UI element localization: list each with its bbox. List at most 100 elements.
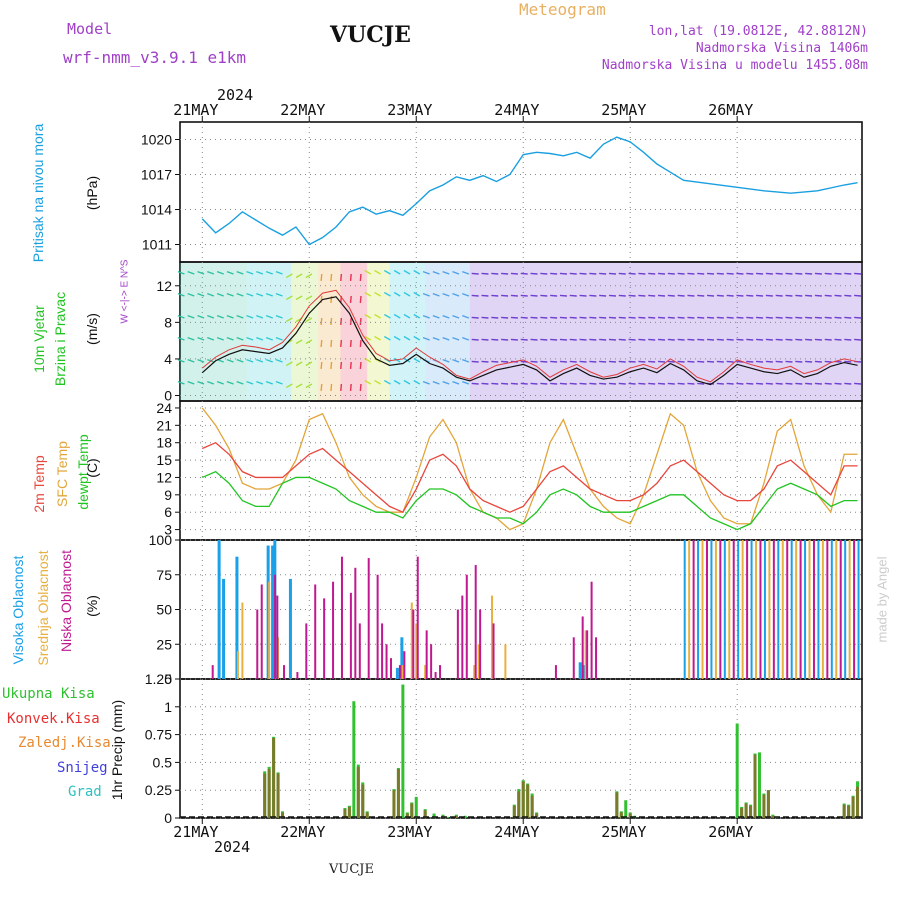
wind-arrow xyxy=(349,295,352,304)
wind-arrow xyxy=(756,316,764,319)
cloud-bar-low xyxy=(439,665,442,679)
wind-arrow xyxy=(359,383,362,392)
wind-arrow xyxy=(716,294,724,297)
wind-arrow xyxy=(374,335,381,341)
cloud-bar-low xyxy=(425,630,428,679)
wind-arrow xyxy=(320,317,323,326)
wind-arrow xyxy=(349,361,352,370)
wind-arrow xyxy=(207,270,215,275)
y-tick-label: 3 xyxy=(164,522,172,538)
wind-arrow xyxy=(305,273,313,279)
wind-arrow xyxy=(677,360,685,363)
y-tick-label: 75 xyxy=(156,567,172,583)
t2m-line xyxy=(202,441,858,514)
cloud-bar-mid xyxy=(241,602,244,679)
cloud-bar-overcast xyxy=(790,540,793,679)
day-label-23MAY: 23MAY xyxy=(387,823,433,841)
precip-legend-item: Konvek.Kisa xyxy=(7,710,100,727)
wind-arrow xyxy=(320,273,323,282)
wind-arrow xyxy=(599,294,607,297)
wind-arrow xyxy=(491,382,499,385)
wind-arrow xyxy=(216,270,224,275)
wind-arrow xyxy=(330,317,333,326)
wind-arrow xyxy=(854,272,862,275)
wind-arrow xyxy=(216,380,224,385)
wind-arrow xyxy=(275,358,283,363)
wind-arrow xyxy=(726,360,734,363)
wind-arrow xyxy=(569,316,577,319)
wind-arrow xyxy=(618,316,626,319)
wind-arrow xyxy=(442,336,450,341)
cloud-bar-low xyxy=(260,584,263,679)
wind-arrow xyxy=(442,314,450,319)
wind-arrow xyxy=(667,338,675,341)
wind-arrow xyxy=(256,336,264,341)
wind-arrow xyxy=(349,383,352,392)
wind-arrow xyxy=(677,382,685,385)
wind-arrow xyxy=(805,338,813,341)
cloud-bar-overcast xyxy=(772,540,775,679)
wind-arrow xyxy=(814,382,822,385)
wind-arrow xyxy=(746,272,754,275)
wind-arrow xyxy=(226,336,234,341)
meteogram-title: Meteogram xyxy=(519,0,606,19)
wind-arrow xyxy=(628,360,636,363)
wind-arrow xyxy=(756,360,764,363)
wind-arrow xyxy=(795,272,803,275)
wind-arrow xyxy=(638,338,646,341)
wind-arrow xyxy=(756,338,764,341)
wind-arrow xyxy=(628,294,636,297)
wind-arrow xyxy=(569,294,577,297)
wind-arrow xyxy=(236,292,244,297)
wind-arrow xyxy=(844,294,852,297)
wind-field-band xyxy=(246,263,292,400)
wind-arrow xyxy=(413,291,421,297)
wind-arrow xyxy=(638,360,646,363)
wind-arrow xyxy=(765,382,773,385)
wind-arrow xyxy=(501,382,509,385)
wind-arrow xyxy=(246,270,254,275)
wind-arrow xyxy=(442,358,450,363)
wind-arrow xyxy=(775,272,783,275)
cloud-bar-overcast xyxy=(781,540,784,679)
wind-arrow xyxy=(452,336,460,341)
wind-arrow xyxy=(805,360,813,363)
wind-arrow xyxy=(177,292,185,297)
y-tick-label: 0 xyxy=(164,810,172,826)
wind-arrow xyxy=(256,314,264,319)
wind-arrow xyxy=(638,316,646,319)
wind-arrow xyxy=(608,338,617,341)
wind-arrow xyxy=(746,294,754,297)
wind-arrow xyxy=(349,339,352,348)
wind-arrow xyxy=(393,269,401,275)
wind-arrow xyxy=(559,338,567,341)
wind-arrow xyxy=(608,272,617,275)
cloud-bar-overcast xyxy=(830,540,833,679)
y-tick-label: 1 xyxy=(164,699,172,715)
wind-arrow xyxy=(736,294,744,297)
y-tick-label: 18 xyxy=(156,435,172,451)
wind-arrow xyxy=(687,382,695,385)
wind-arrow xyxy=(305,317,313,323)
cloud-bar-low xyxy=(465,574,468,679)
precip-conv-bar xyxy=(530,795,534,818)
wind-arrow xyxy=(383,269,391,275)
wind-arrow xyxy=(462,380,470,385)
cloud-bar-low xyxy=(376,574,379,679)
wind-arrow xyxy=(481,316,489,319)
y-tick-label: 50 xyxy=(156,602,172,618)
wind-arrow xyxy=(706,338,715,341)
wind-arrow xyxy=(648,382,656,385)
wind-arrow xyxy=(599,272,607,275)
wind-arrow xyxy=(197,270,205,275)
cloud-bar-overcast xyxy=(723,540,726,679)
wind-arrow xyxy=(677,316,685,319)
wind-field-band xyxy=(469,263,862,400)
wind-arrow xyxy=(814,294,822,297)
wind-arrow xyxy=(834,294,842,297)
cloud-bar-low xyxy=(367,558,370,679)
cloud-bar-low xyxy=(314,584,317,679)
wind-field-band xyxy=(180,263,247,400)
cloud-bar-overcast xyxy=(705,540,708,679)
wind-arrow xyxy=(207,314,215,319)
